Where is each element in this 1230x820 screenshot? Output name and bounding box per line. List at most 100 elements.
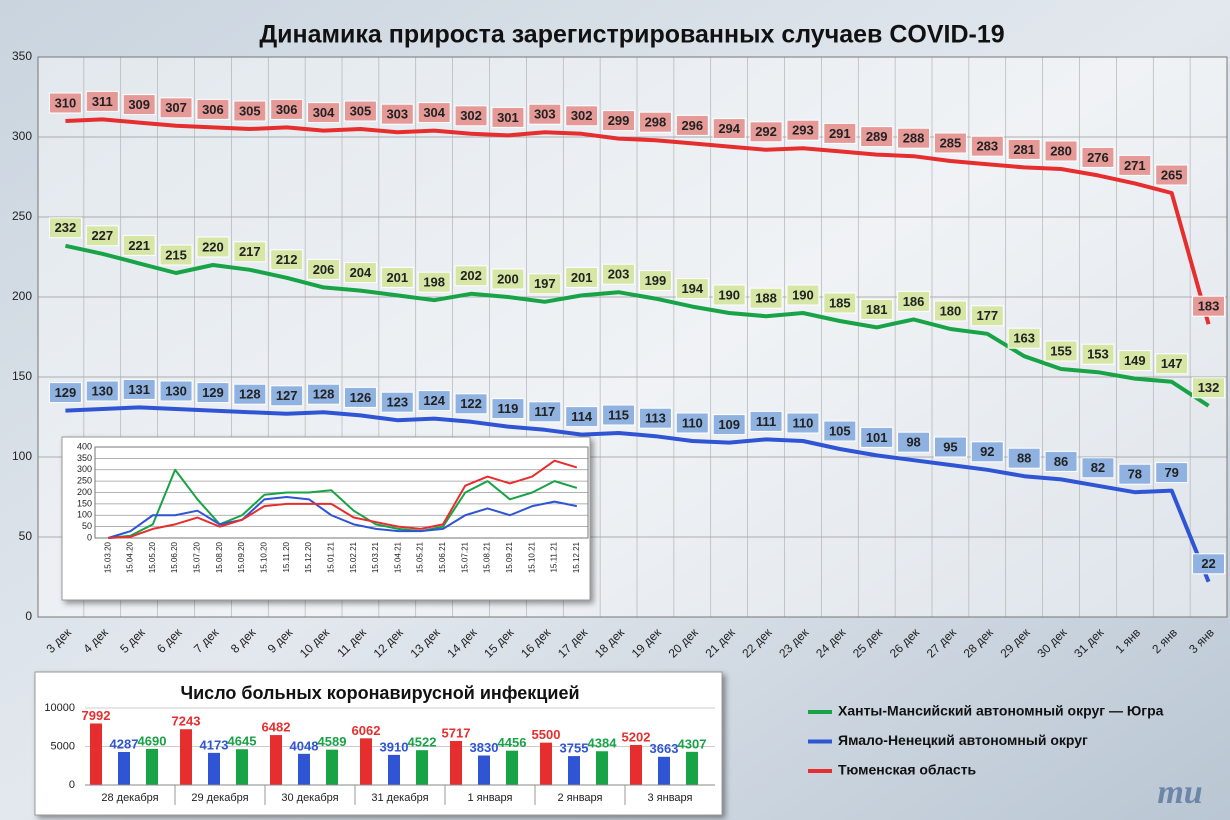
label-box — [712, 118, 746, 140]
data-label: 220 — [202, 239, 224, 254]
data-label: 302 — [460, 108, 482, 123]
data-label: 117 — [534, 404, 555, 419]
data-label: 305 — [239, 103, 261, 118]
series-line — [65, 117, 1211, 325]
label-box — [749, 287, 783, 309]
data-label: 4522 — [408, 735, 437, 750]
label-box — [860, 298, 894, 320]
bar — [208, 752, 220, 785]
x-tick-label: 15.04.21 — [393, 541, 402, 573]
label-box — [1007, 138, 1041, 160]
label-box — [343, 386, 377, 408]
data-label: 186 — [903, 294, 925, 309]
x-tick-label: 15.12.20 — [304, 541, 313, 573]
data-label: 199 — [645, 273, 667, 288]
label-box — [1118, 350, 1152, 372]
label-box — [823, 292, 857, 314]
data-label: 5500 — [532, 727, 561, 742]
bar-chart: 0 5000 10000 28 декабря 29 декабря 30 декабря… — [44, 702, 715, 805]
data-label: 271 — [1124, 158, 1146, 173]
label-box — [159, 244, 193, 266]
data-label: 79 — [1164, 465, 1178, 480]
data-label: 206 — [313, 262, 335, 277]
x-tick-label: 15.06.21 — [438, 541, 447, 573]
data-label: 3910 — [380, 739, 409, 754]
plot-frame — [94, 446, 589, 539]
y-tick-label: 0 — [25, 609, 32, 623]
legend-label: Ханты-Мансийский автономный округ — Югра — [838, 703, 1164, 719]
bar — [478, 755, 490, 785]
bar — [416, 750, 428, 785]
label-box — [380, 103, 414, 125]
x-tick-label: 15.07.20 — [193, 541, 202, 573]
y-tick-label: 0 — [87, 532, 92, 542]
legend: Ханты-Мансийский автономный округ — Югра… — [808, 703, 1164, 778]
data-label: 190 — [718, 287, 740, 302]
data-label: 306 — [276, 102, 298, 117]
x-tick-label: 15.11.21 — [550, 541, 559, 572]
label-box — [1081, 457, 1115, 479]
data-label: 288 — [903, 131, 925, 146]
x-tick-label: 3 января — [648, 792, 693, 804]
label-box — [454, 393, 488, 415]
y-tick-label: 100 — [77, 510, 92, 520]
bar — [180, 729, 192, 785]
label-box — [528, 273, 562, 295]
bar — [630, 744, 642, 785]
bar — [236, 749, 248, 785]
label-box — [491, 106, 525, 128]
label-box — [307, 383, 341, 405]
data-label: 128 — [313, 387, 335, 402]
label-box — [307, 258, 341, 280]
label-box — [417, 271, 451, 293]
data-label: 303 — [386, 107, 408, 122]
data-label: 124 — [423, 393, 445, 408]
data-label: 5202 — [622, 729, 651, 744]
label-box — [1192, 377, 1226, 399]
label-box — [897, 431, 931, 453]
x-tick-label: 15.02.21 — [349, 541, 358, 573]
data-label: 4645 — [228, 734, 257, 749]
data-label: 217 — [239, 244, 261, 259]
data-label: 126 — [350, 390, 372, 405]
data-label: 88 — [1017, 451, 1031, 466]
data-label: 301 — [497, 110, 519, 125]
label-box — [417, 390, 451, 412]
data-label: 221 — [128, 238, 150, 253]
data-label: 86 — [1054, 454, 1068, 469]
x-tick-label: 15.05.20 — [148, 541, 157, 573]
x-tick-label: 15.10.21 — [527, 541, 536, 573]
label-box — [48, 217, 82, 239]
y-tick-label: 50 — [19, 529, 33, 543]
data-label: 4456 — [498, 735, 527, 750]
label-box — [638, 270, 672, 292]
x-tick-label: 29 декабря — [191, 792, 248, 804]
bar — [388, 754, 400, 785]
x-tick-label: 15.09.21 — [505, 541, 514, 573]
label-box — [1192, 295, 1226, 317]
data-label: 307 — [165, 100, 187, 115]
data-label: 265 — [1161, 167, 1183, 182]
data-label: 6062 — [352, 723, 381, 738]
data-label: 198 — [423, 275, 445, 290]
label-box — [1118, 463, 1152, 485]
y-tick-label: 5000 — [51, 740, 75, 752]
label-box — [1155, 462, 1189, 484]
bar-title: Число больных коронавирусной инфекцией — [180, 683, 579, 703]
data-label: 129 — [55, 385, 77, 400]
x-tick-label: 15.09.20 — [237, 541, 246, 573]
series-line — [65, 405, 1211, 583]
label-box — [638, 111, 672, 133]
y-tick-label: 100 — [12, 449, 32, 463]
bar — [540, 742, 552, 785]
x-tick-label: 15.01.21 — [326, 541, 335, 573]
data-label: 147 — [1161, 356, 1183, 371]
inset-box — [61, 436, 591, 601]
data-label: 6482 — [262, 720, 291, 735]
data-label: 181 — [866, 302, 888, 317]
data-label: 197 — [534, 276, 556, 291]
bar — [146, 748, 158, 785]
data-label: 310 — [55, 95, 77, 110]
label-box — [1044, 450, 1078, 472]
series-line — [108, 468, 578, 539]
